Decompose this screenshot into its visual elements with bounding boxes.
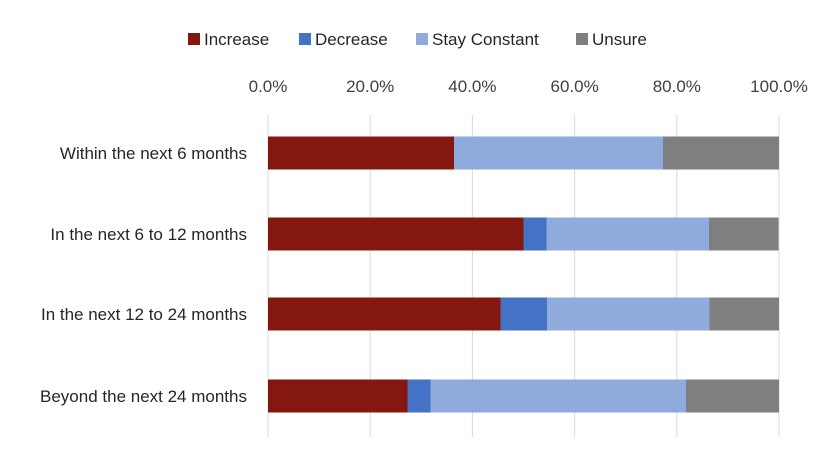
bar-increase-4 xyxy=(268,379,408,413)
category-label: Within the next 6 months xyxy=(60,144,247,163)
legend-swatch-decrease xyxy=(299,33,311,45)
x-tick-label: 20.0% xyxy=(346,77,394,96)
x-tick-label: 0.0% xyxy=(249,77,288,96)
bar-unsure-2 xyxy=(708,217,779,251)
x-axis-ticks: 0.0% 20.0% 40.0% 60.0% 80.0% 100.0% xyxy=(249,77,808,96)
bar-stay-constant-1 xyxy=(454,136,664,170)
legend-label-increase: Increase xyxy=(204,30,269,49)
bar-decrease-3 xyxy=(500,297,548,331)
category-label: In the next 6 to 12 months xyxy=(50,225,247,244)
legend-swatch-stay-constant xyxy=(416,33,428,45)
x-tick-label: 60.0% xyxy=(550,77,598,96)
bar-unsure-3 xyxy=(709,297,779,331)
category-label: Beyond the next 24 months xyxy=(40,387,247,406)
bar-increase-3 xyxy=(268,297,501,331)
legend-swatch-unsure xyxy=(576,33,588,45)
legend: Increase Decrease Stay Constant Unsure xyxy=(188,30,647,49)
x-tick-label: 100.0% xyxy=(750,77,808,96)
bar-stay-constant-2 xyxy=(546,217,709,251)
bar-stay-constant-4 xyxy=(430,379,686,413)
category-label: In the next 12 to 24 months xyxy=(41,305,247,324)
legend-label-decrease: Decrease xyxy=(315,30,388,49)
bar-increase-2 xyxy=(268,217,524,251)
bar-decrease-2 xyxy=(523,217,547,251)
bar-unsure-1 xyxy=(663,136,779,170)
bars xyxy=(268,136,779,413)
bar-decrease-4 xyxy=(407,379,431,413)
bar-unsure-4 xyxy=(685,379,779,413)
bar-increase-1 xyxy=(268,136,455,170)
x-tick-label: 40.0% xyxy=(448,77,496,96)
x-tick-label: 80.0% xyxy=(653,77,701,96)
legend-label-unsure: Unsure xyxy=(592,30,647,49)
bar-stay-constant-3 xyxy=(547,297,710,331)
category-labels: Within the next 6 months In the next 6 to… xyxy=(40,144,247,406)
legend-label-stay-constant: Stay Constant xyxy=(432,30,539,49)
legend-swatch-increase xyxy=(188,33,200,45)
